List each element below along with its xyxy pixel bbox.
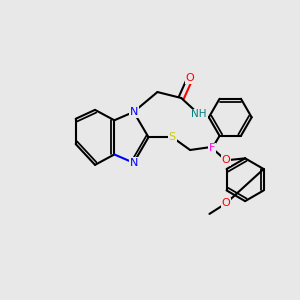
Text: O: O [221,155,230,165]
Text: O: O [186,73,194,83]
Text: O: O [221,199,230,208]
Text: N: N [130,107,138,117]
Text: S: S [169,132,176,142]
Text: NH: NH [191,109,207,119]
Text: N: N [130,158,138,168]
Text: F: F [209,143,215,153]
